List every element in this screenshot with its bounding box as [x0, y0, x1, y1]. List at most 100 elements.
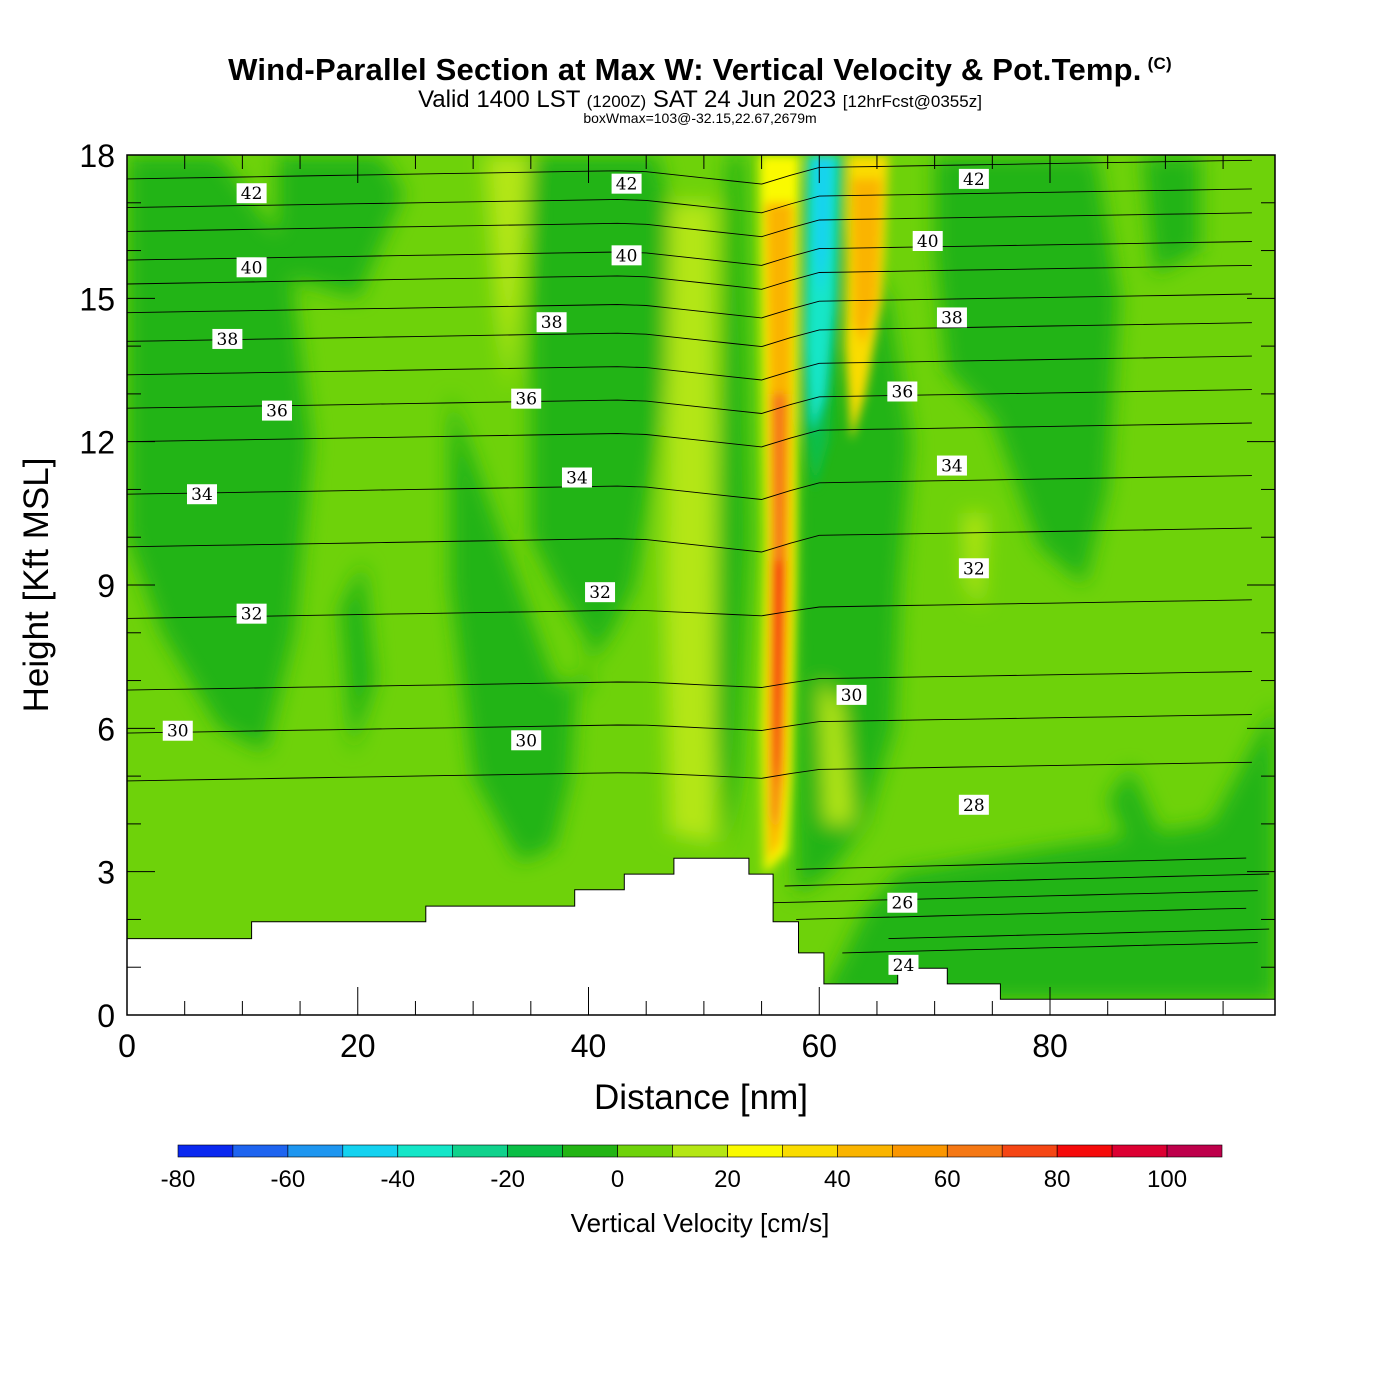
colorbar-segment	[672, 1144, 728, 1158]
label-text: 40	[616, 246, 638, 266]
copyright-mark: (C)	[1147, 53, 1172, 73]
chart-title: Wind-Parallel Section at Max W: Vertical…	[228, 52, 1172, 87]
colorbar-segment	[287, 1144, 344, 1158]
label-box	[912, 231, 943, 251]
colorbar-segment	[727, 1144, 783, 1158]
label-box	[958, 168, 989, 189]
theta-contour-label: 36	[511, 388, 542, 410]
y-tick-label: 9	[97, 568, 115, 604]
theta-contour-label: 42	[958, 168, 989, 190]
theta-contour-line	[127, 761, 1252, 782]
theta-contour-label: 28	[958, 794, 989, 816]
colorbar-segment	[342, 1144, 398, 1158]
label-box	[611, 245, 642, 266]
lift-region-east-core	[851, 178, 882, 347]
theta-contour-label: 38	[212, 328, 243, 350]
label-box	[611, 173, 642, 194]
x-axis-label: Distance [nm]	[594, 1078, 808, 1117]
theta-contour-line	[127, 293, 1252, 319]
label-text: 34	[191, 485, 213, 505]
colorbar-tick-label: 80	[1044, 1166, 1071, 1193]
y-tick-label: 3	[97, 855, 115, 891]
contour-lines	[127, 159, 1270, 954]
theta-contour-label: 40	[236, 257, 267, 278]
theta-contour-line	[127, 527, 1252, 553]
label-box	[511, 388, 542, 409]
theta-contour-line	[127, 475, 1252, 500]
label-box	[236, 603, 267, 624]
label-text: 34	[941, 457, 963, 477]
colorbar-segment	[232, 1144, 289, 1158]
theta-contour-line	[127, 264, 1252, 290]
box-info: boxWmax=103@-32.15,22.67,2679m	[583, 110, 817, 126]
colorbar-tick-label: 100	[1147, 1166, 1187, 1193]
label-text: 40	[917, 232, 939, 252]
y-tick-label: 15	[79, 281, 115, 317]
theta-contour-label: 24	[888, 954, 919, 976]
theta-contour-line	[127, 355, 1252, 381]
theta-contour-label: 26	[887, 892, 918, 914]
label-text: 24	[893, 956, 915, 976]
label-box	[887, 381, 918, 402]
colorbar-segment	[452, 1144, 508, 1158]
colorbar-tick-label: 40	[824, 1166, 851, 1193]
downdraft-peak	[814, 155, 832, 299]
low-level-subsidence-east	[819, 704, 1275, 1001]
colorbar-tick-label: 20	[714, 1166, 741, 1193]
label-text: 36	[515, 390, 537, 410]
colorbar: -80 -60 -40 -20 0 20 40 60 80 100 Vertical Velocit…	[161, 1144, 1223, 1238]
colorbar-segment	[782, 1144, 838, 1158]
x-tick-label: 0	[118, 1028, 136, 1064]
x-tick-label: 40	[571, 1028, 607, 1064]
label-box	[536, 312, 567, 333]
colorbar-segment	[562, 1144, 618, 1158]
lift-region	[819, 680, 854, 824]
theta-contour-label: 30	[162, 720, 193, 742]
theta-contour-label: 42	[611, 173, 642, 195]
theta-contour-line	[127, 599, 1252, 619]
colorbar-tick-label: -60	[271, 1166, 306, 1193]
theta-contour-label: 36	[887, 381, 918, 403]
subsidence-region	[1142, 155, 1200, 275]
theta-contours: 24 26 28 30 30 30 32 32 32 34 34 34 36 36 36 38 38 38 40 40…	[127, 159, 1270, 976]
label-text: 38	[541, 313, 563, 333]
x-tick-label: 80	[1032, 1028, 1068, 1064]
label-text: 32	[241, 605, 263, 625]
terrain-fill	[127, 858, 1275, 1015]
subsidence-region-top-left	[277, 155, 404, 299]
theta-contour-label: 34	[936, 455, 967, 477]
colorbar-tick-label: 0	[611, 1166, 624, 1193]
label-text: 38	[217, 330, 239, 350]
label-text: 34	[566, 469, 588, 489]
theta-contour-line	[127, 322, 1252, 348]
label-text: 26	[892, 894, 914, 914]
theta-contour-line	[784, 873, 1270, 887]
label-box	[261, 400, 292, 421]
colorbar-segment	[617, 1144, 673, 1158]
subsidence-region	[1107, 766, 1166, 896]
label-box	[887, 892, 918, 913]
label-text: 42	[616, 175, 638, 195]
theta-contour-line	[127, 389, 1252, 414]
y-tick-label: 12	[79, 425, 115, 461]
label-text: 30	[841, 686, 863, 706]
label-text: 28	[963, 796, 985, 816]
colorbar-segment	[1056, 1144, 1113, 1158]
theta-contour-line	[888, 928, 1270, 940]
theta-contour-line	[796, 857, 1247, 870]
theta-contour-line	[127, 671, 1252, 691]
subsidence-region-left	[127, 155, 312, 753]
label-box	[186, 484, 217, 505]
y-tick-label: 18	[79, 138, 115, 174]
theta-contour-label: 32	[585, 582, 616, 603]
theta-contour-label: 40	[611, 245, 642, 266]
label-text: 30	[515, 731, 537, 751]
theta-contour-label: 34	[186, 484, 217, 505]
theta-contour-label: 36	[261, 400, 292, 422]
updraft-peak	[773, 561, 784, 786]
theta-contour-label: 38	[936, 307, 967, 328]
label-box	[836, 684, 867, 705]
theta-contour-line	[842, 942, 1258, 954]
